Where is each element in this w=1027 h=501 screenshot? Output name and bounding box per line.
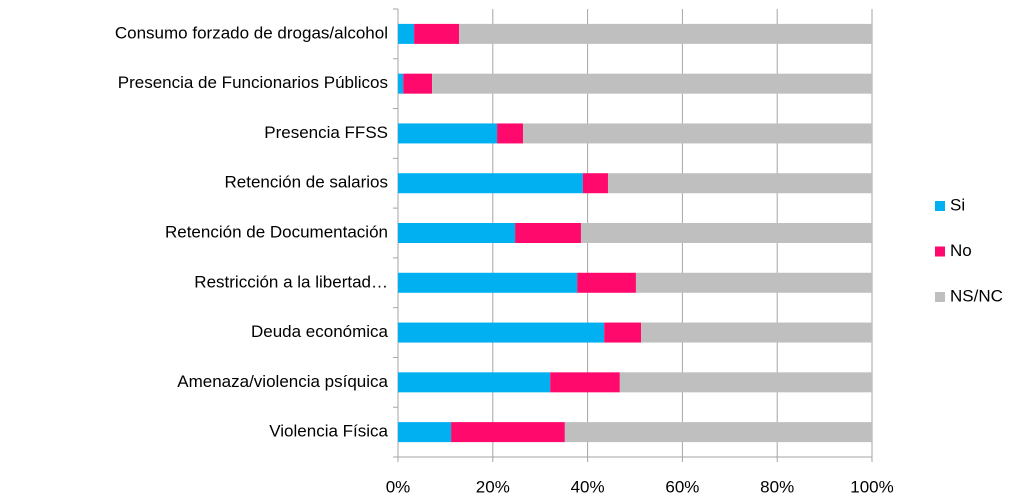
bar-segment bbox=[398, 173, 583, 194]
x-tick-label: 60% bbox=[665, 477, 699, 496]
x-tick-label: 40% bbox=[571, 477, 605, 496]
x-tick-label: 80% bbox=[760, 477, 794, 496]
bar-segment bbox=[619, 372, 872, 393]
bar-segment bbox=[523, 123, 872, 144]
bar-segment bbox=[432, 73, 872, 94]
bar-segment bbox=[459, 23, 872, 44]
legend-label: NS/NC bbox=[950, 286, 1003, 305]
y-tick-label: Presencia FFSS bbox=[264, 123, 388, 142]
legend-swatch bbox=[935, 292, 945, 302]
bar-segment bbox=[580, 223, 872, 243]
bar-segment bbox=[398, 73, 404, 94]
y-tick-label: Restricción a la libertad… bbox=[194, 272, 388, 291]
x-tick-label: 100% bbox=[850, 477, 893, 496]
y-tick-label: Presencia de Funcionarios Públicos bbox=[118, 73, 388, 92]
bar-segment bbox=[398, 322, 605, 343]
bar-segment bbox=[607, 173, 872, 194]
bar-segment bbox=[641, 322, 872, 343]
bar-segment bbox=[577, 272, 636, 293]
bar-segment bbox=[403, 73, 433, 94]
legend-swatch bbox=[935, 246, 945, 257]
legend-label: Si bbox=[950, 195, 965, 214]
bar-segment bbox=[582, 173, 608, 194]
bar-segment bbox=[564, 422, 872, 443]
bar-segment bbox=[604, 322, 642, 343]
y-tick-label: Retención de salarios bbox=[225, 173, 388, 192]
bar-segment bbox=[635, 272, 872, 293]
bar-segment bbox=[451, 422, 565, 443]
bar-segment bbox=[398, 23, 415, 44]
bar-segment bbox=[497, 123, 524, 144]
y-tick-label: Violencia Física bbox=[269, 422, 388, 441]
x-tick-label: 0% bbox=[386, 477, 411, 496]
legend-label: No bbox=[950, 241, 972, 260]
bar-segment bbox=[550, 372, 620, 393]
x-tick-label: 20% bbox=[476, 477, 510, 496]
bar-segment bbox=[398, 223, 516, 243]
bar-segment bbox=[414, 23, 460, 44]
y-tick-label: Deuda económica bbox=[251, 322, 389, 341]
legend-swatch bbox=[935, 201, 945, 211]
y-tick-label: Consumo forzado de drogas/alcohol bbox=[115, 23, 388, 42]
bar-segment bbox=[398, 372, 551, 393]
bar-segment bbox=[398, 123, 498, 144]
bar-segment bbox=[398, 272, 578, 293]
y-tick-label: Retención de Documentación bbox=[165, 222, 388, 241]
bar-segment bbox=[398, 422, 452, 443]
bar-segment bbox=[515, 223, 581, 243]
y-tick-label: Amenaza/violencia psíquica bbox=[177, 372, 388, 391]
